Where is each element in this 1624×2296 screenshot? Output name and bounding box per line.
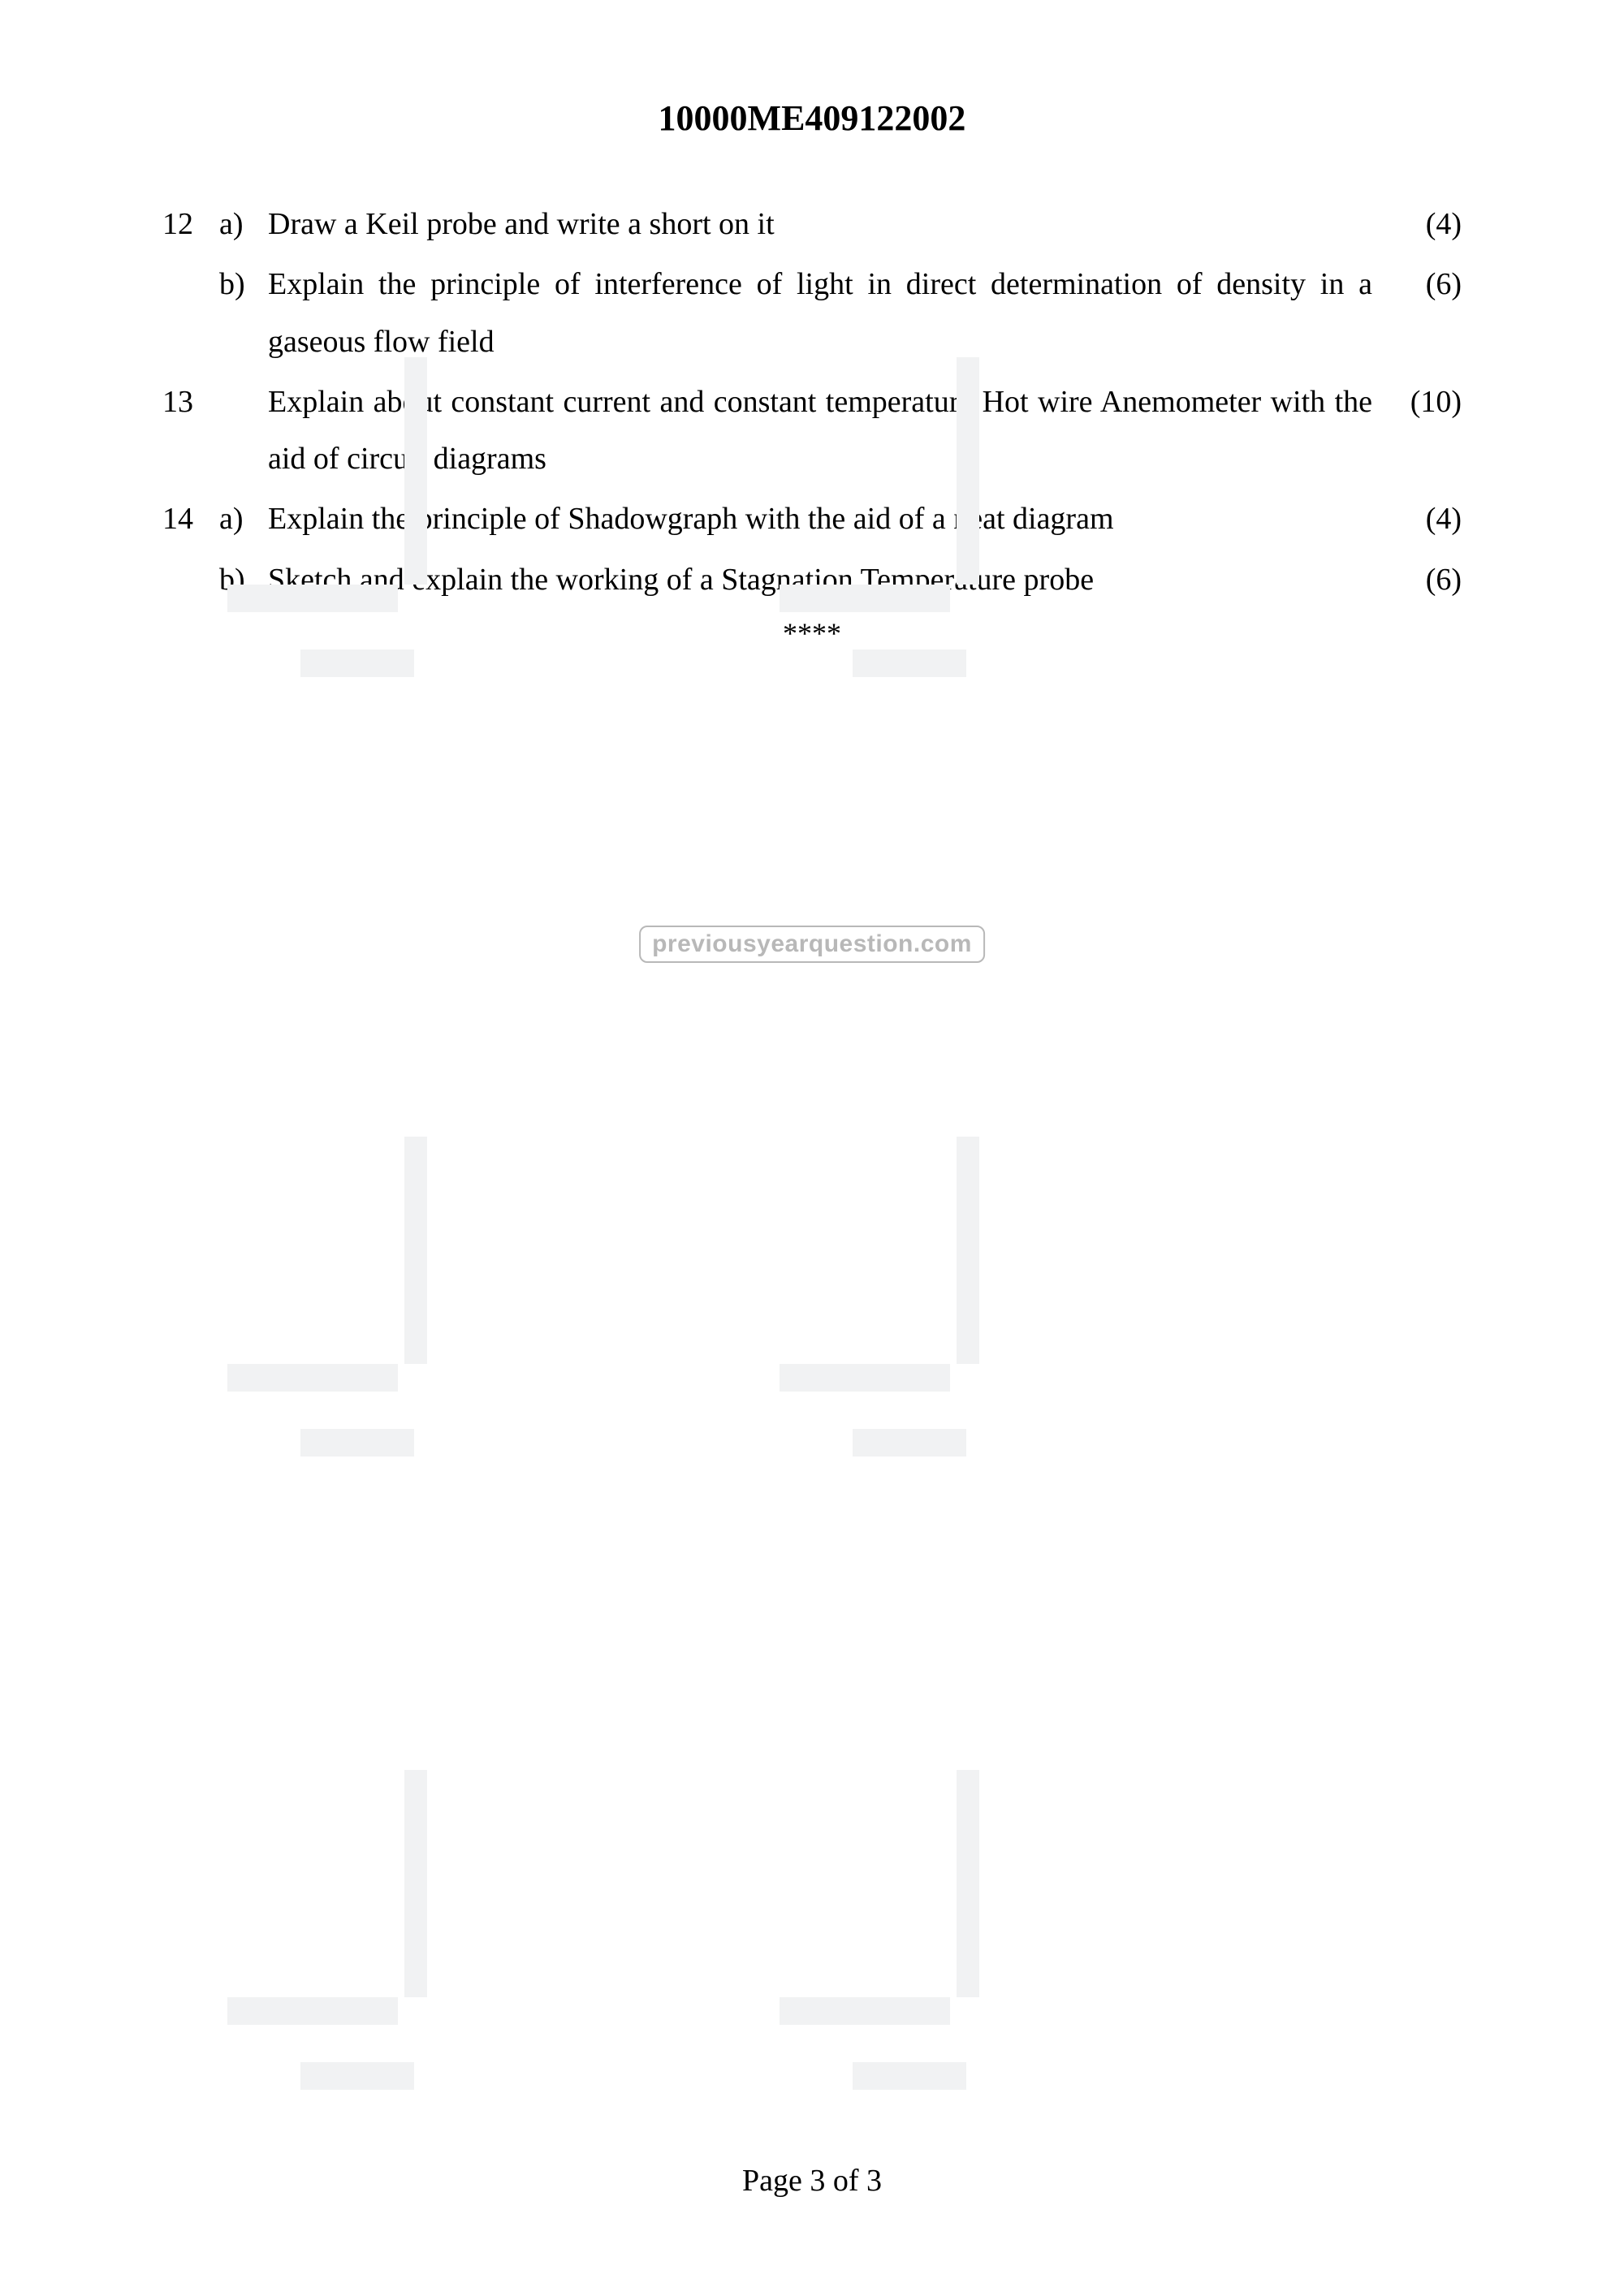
question-text: Draw a Keil probe and write a short on i… <box>268 196 1389 252</box>
question-part: b) <box>219 551 268 608</box>
paper-code: 10000ME409122002 <box>162 97 1462 139</box>
question-marks: (10) <box>1389 373 1462 430</box>
question-marks: (4) <box>1389 490 1462 547</box>
question-list: 12 a) Draw a Keil probe and write a shor… <box>162 196 1462 608</box>
question-number: 13 <box>162 373 219 430</box>
end-marker: **** <box>162 616 1462 650</box>
question-marks: (6) <box>1389 551 1462 608</box>
question-part: a) <box>219 196 268 252</box>
question-part: a) <box>219 490 268 547</box>
question-marks: (6) <box>1389 256 1462 313</box>
question-text: Sketch and explain the working of a Stag… <box>268 551 1389 608</box>
question-marks: (4) <box>1389 196 1462 252</box>
question-text: Explain the principle of interference of… <box>268 256 1389 370</box>
source-watermark: previousyearquestion.com <box>639 926 985 963</box>
question-number: 12 <box>162 196 219 252</box>
question-row: 12 a) Draw a Keil probe and write a shor… <box>162 196 1462 252</box>
question-text: Explain the principle of Shadowgraph wit… <box>268 490 1389 547</box>
question-number: 14 <box>162 490 219 547</box>
question-row: b) Sketch and explain the working of a S… <box>162 551 1462 608</box>
question-text: Explain about constant current and const… <box>268 373 1389 488</box>
question-row: 13 Explain about constant current and co… <box>162 373 1462 488</box>
page-footer: Page 3 of 3 <box>0 2163 1624 2199</box>
question-part: b) <box>219 256 268 313</box>
question-row: b) Explain the principle of interference… <box>162 256 1462 370</box>
page: 10000ME409122002 12 a) Draw a Keil probe… <box>0 0 1624 2296</box>
question-row: 14 a) Explain the principle of Shadowgra… <box>162 490 1462 547</box>
